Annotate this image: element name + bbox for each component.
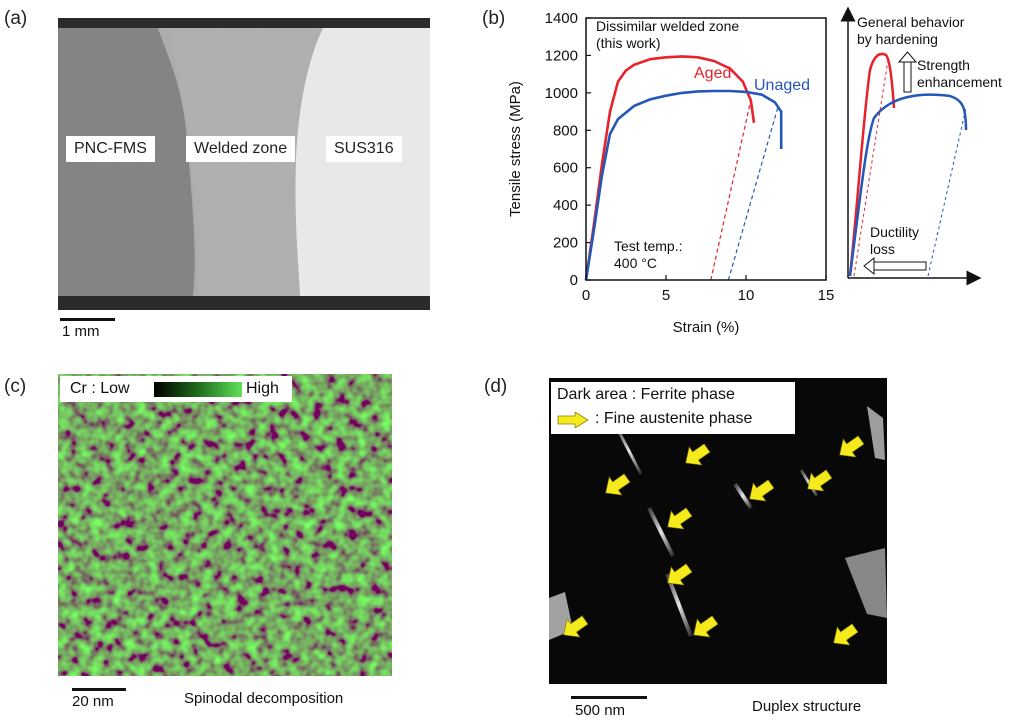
austenite-arrow (693, 615, 719, 638)
region-pnc-fms: PNC-FMS (66, 136, 155, 162)
scale-bar-c (72, 688, 126, 691)
legend-high-label: High (246, 380, 279, 397)
x-axis-label: Strain (%) (673, 319, 740, 336)
test-temp-label: Test temp.: 400 °C (614, 238, 683, 271)
y-tick-label: 0 (570, 272, 578, 289)
y-tick-label: 1000 (545, 85, 578, 102)
plot-frame (585, 17, 827, 281)
ductility-label: Ductility loss (870, 224, 920, 257)
scale-bar-d (571, 696, 647, 699)
austenite-arrow (605, 473, 631, 496)
legend-arrow-icon (557, 412, 589, 428)
austenite-arrow (667, 507, 693, 530)
x-tick-label: 15 (818, 287, 835, 304)
legend-gradient (154, 382, 242, 397)
y-tick-label: 400 (553, 197, 578, 214)
tensile-stress-chart: 0 5 10 15 0 200 400 600 800 1000 1200 1400 Strain (… (507, 10, 835, 336)
strength-arrow (903, 61, 912, 93)
y-tick-label: 800 (553, 122, 578, 139)
austenite-arrow (685, 443, 711, 466)
scale-label-d: 500 nm (575, 702, 626, 719)
strength-label: Strength enhancement (917, 57, 1002, 90)
caption-d: Duplex structure (752, 698, 862, 715)
unloading-line-unaged (727, 106, 779, 281)
legend-austenite: : Fine austenite phase (595, 410, 753, 427)
region-welded-zone: Welded zone (186, 136, 296, 162)
series-label-unaged: Unaged (754, 77, 810, 94)
austenite-arrow (563, 615, 589, 638)
panel-a-label: (a) (4, 8, 28, 29)
cr-legend: Cr : Low High (60, 376, 292, 402)
series-line-unaged (584, 89, 783, 281)
panel-b-label: (b) (482, 8, 506, 29)
weld-micrograph (58, 18, 430, 310)
schematic-base-curve (848, 93, 968, 277)
x-tick-label: 10 (738, 287, 755, 304)
austenite-arrow (807, 469, 833, 492)
ductility-arrow (873, 261, 927, 271)
tem-legend: Dark area : Ferrite phase : Fine austeni… (551, 382, 795, 434)
y-axis-label: Tensile stress (MPa) (507, 81, 524, 217)
y-tick-label: 1200 (545, 47, 578, 64)
series-line-aged (584, 55, 756, 281)
legend-ferrite: Dark area : Ferrite phase (557, 386, 735, 403)
scale-label-c: 20 nm (72, 693, 114, 710)
austenite-arrow (833, 623, 859, 646)
cr-atom-map (58, 374, 392, 676)
hardening-schematic (840, 6, 982, 286)
scale-label-a: 1 mm (62, 323, 100, 340)
x-tick-label: 0 (582, 287, 590, 304)
y-tick-label: 600 (553, 160, 578, 177)
austenite-arrow (667, 563, 693, 586)
austenite-arrow (839, 435, 865, 458)
panel-c-label: (c) (4, 376, 27, 397)
chart-annotation-title: Dissimilar welded zone (this work) (596, 18, 740, 51)
scale-bar-a (60, 318, 115, 321)
panel-d-label: (d) (484, 376, 508, 397)
y-tick-label: 1400 (545, 10, 578, 27)
series-label-aged: Aged (694, 65, 731, 82)
x-tick-label: 5 (662, 287, 670, 304)
schematic-hardened-curve (848, 52, 896, 277)
region-sus316: SUS316 (326, 136, 402, 162)
caption-c: Spinodal decomposition (184, 690, 344, 707)
unloading-line-aged (710, 100, 752, 281)
legend-low-label: Cr : Low (70, 380, 130, 397)
austenite-arrow (749, 479, 775, 502)
schematic-title: General behavior by hardening (857, 14, 965, 47)
y-tick-label: 200 (553, 235, 578, 252)
